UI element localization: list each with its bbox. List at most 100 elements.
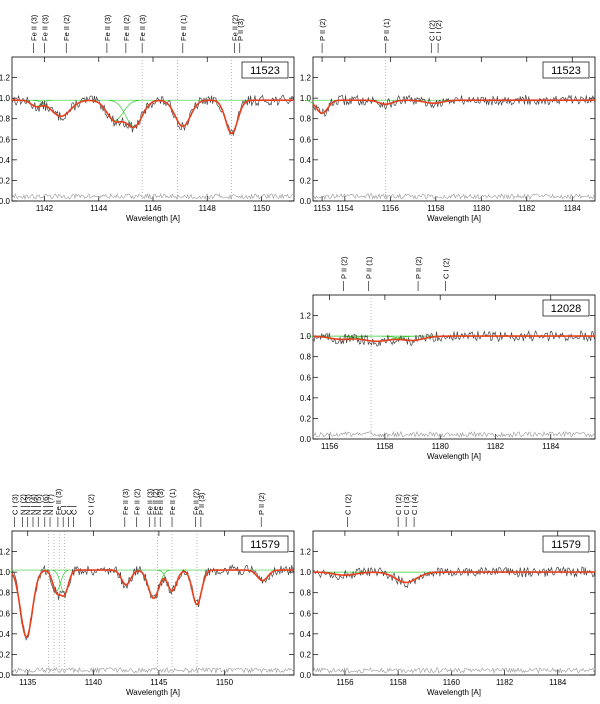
- y-tick-label: 1.2: [300, 312, 312, 321]
- x-tick-label: 1145: [150, 678, 168, 687]
- y-tick-label: 0.6: [300, 373, 312, 382]
- line-id-label: C I (2): [394, 494, 403, 515]
- total-fit-line: [312, 99, 595, 115]
- y-tick-label: 0.4: [300, 394, 312, 403]
- y-tick-label: 1.2: [0, 548, 11, 557]
- panel-label-box: [241, 61, 289, 79]
- x-tick-label: 1156: [382, 204, 400, 213]
- line-id-label: N I (2): [19, 494, 28, 515]
- y-tick-label: 1.0: [300, 332, 312, 341]
- line-id-label: Fe II (2): [230, 14, 239, 41]
- panel-label: 11579: [551, 539, 581, 551]
- y-tick-label: 1.0: [300, 568, 312, 577]
- x-tick-label: 1182: [487, 442, 505, 451]
- line-id-label: Fe II (3): [146, 488, 155, 515]
- x-tick-label: 1180: [473, 204, 491, 213]
- line-id-label: C I (3): [402, 494, 411, 515]
- line-id-label: C I: [70, 505, 79, 515]
- total-fit-line: [11, 569, 294, 639]
- total-fit-line: [313, 335, 595, 343]
- line-id-label: Fe II (1): [179, 14, 188, 41]
- line-id-label: Fe II (1): [168, 488, 177, 515]
- line-id-label: Fe II (2): [192, 488, 201, 515]
- panel-label-box: [241, 535, 289, 553]
- line-id-label: N I (4): [29, 494, 38, 515]
- y-tick-label: 0.0: [300, 435, 312, 444]
- line-id-label: N I (7): [46, 494, 55, 515]
- panel-label-box: [542, 535, 590, 553]
- x-axis-label: Wavelength [A]: [126, 688, 180, 697]
- x-tick-label: 1148: [199, 204, 217, 213]
- component-fit-line: [90, 100, 140, 121]
- y-tick-label: 1.2: [0, 74, 11, 83]
- spectrum-panel-1: 0.0 0.2 0.4 0.6 0.8 1.0 1.2 1142 1144 1146 1148 115…: [0, 14, 295, 223]
- spectrum-panel-2: 0.0 0.2 0.4 0.6 0.8 1.0 1.2 1153 1154 1156 1158 118…: [300, 18, 596, 223]
- line-id-label: Fe II (2): [62, 14, 71, 41]
- x-tick-label: 1156: [321, 442, 339, 451]
- y-tick-label: 0.6: [300, 609, 312, 618]
- y-tick-label: 1.0: [0, 568, 11, 577]
- error-spectrum-line: [312, 193, 596, 200]
- observed-spectrum-line: [312, 94, 596, 117]
- spectrum-panel-3: 0.0 0.2 0.4 0.6 0.8 1.0 1.2 1156 1158 1180 1182 118…: [300, 256, 596, 461]
- line-id-label: Fe II (3): [54, 488, 63, 515]
- line-id-label: P II (2): [318, 18, 327, 41]
- y-tick-label: 0.0: [0, 671, 11, 680]
- line-id-label: P II (2): [257, 492, 266, 515]
- panel-frame: [312, 294, 596, 440]
- y-tick-label: 0.6: [0, 609, 11, 618]
- y-tick-label: 0.4: [0, 156, 11, 165]
- x-tick-label: 1150: [216, 678, 234, 687]
- line-id-label: C I (2): [344, 494, 353, 515]
- y-tick-label: 0.2: [0, 650, 11, 659]
- line-id-label: Fe II (2): [122, 14, 131, 41]
- line-id-label: C I (2): [442, 258, 451, 279]
- x-tick-label: 1142: [36, 204, 54, 213]
- panel-label-box: [542, 61, 590, 79]
- error-spectrum-line: [312, 666, 596, 674]
- line-id-label: C I (4): [410, 494, 419, 515]
- y-tick-label: 0.2: [300, 176, 312, 185]
- x-tick-label: 1182: [496, 678, 514, 687]
- line-id-label: C I (2): [87, 494, 96, 515]
- error-spectrum-line: [11, 192, 295, 201]
- panel-label-box: [542, 299, 590, 317]
- x-tick-label: 1156: [336, 678, 354, 687]
- line-id-label: C I: [59, 505, 68, 515]
- x-tick-label: 1184: [542, 442, 560, 451]
- x-tick-label: 1158: [427, 204, 445, 213]
- line-id-label: C I (2): [434, 20, 443, 41]
- y-tick-label: 0.6: [300, 135, 312, 144]
- line-id-label: Fe II (3): [156, 488, 165, 515]
- y-tick-label: 0.8: [300, 115, 312, 124]
- panel-label: 11579: [250, 539, 280, 551]
- line-id-label: Fe II (2): [133, 488, 142, 515]
- y-tick-label: 0.8: [300, 589, 312, 598]
- x-tick-label: 1144: [90, 204, 108, 213]
- line-id-label: N I (3): [24, 494, 33, 515]
- line-id-label: Fe II (3): [30, 14, 39, 41]
- x-tick-label: 1153: [313, 204, 331, 213]
- y-tick-label: 0.6: [0, 135, 11, 144]
- x-axis-label: Wavelength [A]: [126, 214, 180, 223]
- y-tick-label: 0.0: [300, 197, 312, 206]
- observed-spectrum-line: [11, 563, 295, 641]
- line-id-label: P II (3): [197, 492, 206, 515]
- x-tick-label: 1180: [432, 442, 450, 451]
- panel-frame: [312, 530, 596, 676]
- line-id-label: N I (5): [34, 494, 43, 515]
- panel-label: 11523: [551, 65, 581, 77]
- y-tick-label: 0.8: [300, 353, 312, 362]
- x-axis-label: Wavelength [A]: [427, 688, 481, 697]
- line-id-label: Fe II (3): [121, 488, 130, 515]
- y-tick-label: 0.4: [300, 630, 312, 639]
- x-axis-label: Wavelength [A]: [427, 452, 481, 461]
- line-id-label: C I: [64, 505, 73, 515]
- y-tick-label: 0.0: [300, 671, 312, 680]
- line-id-label: P II (2): [414, 256, 423, 279]
- panel-frame: [11, 56, 295, 202]
- panel-label: 12028: [551, 303, 582, 315]
- y-tick-label: 0.8: [0, 589, 11, 598]
